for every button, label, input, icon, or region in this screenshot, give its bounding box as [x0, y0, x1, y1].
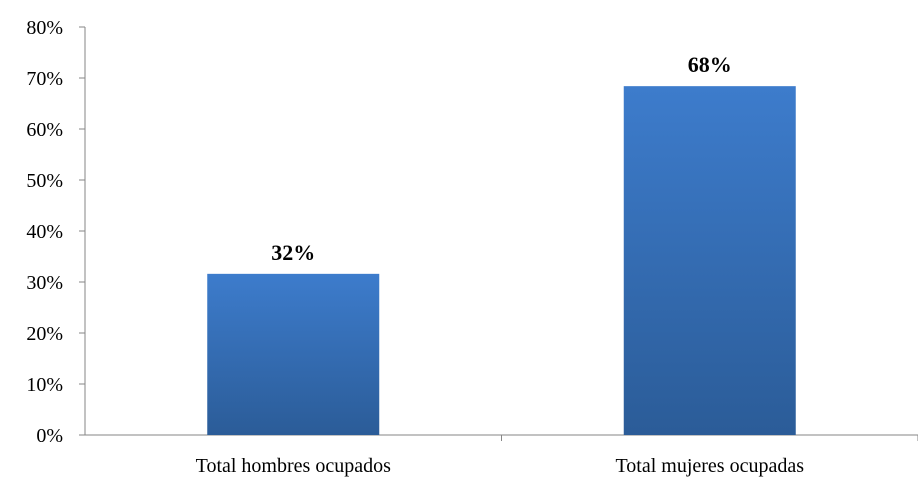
- y-tick-label: 30%: [26, 272, 63, 294]
- y-tick-label: 10%: [26, 374, 63, 396]
- y-tick-label: 50%: [26, 170, 63, 192]
- bar-data-label: 68%: [688, 52, 732, 77]
- bar: [623, 86, 796, 435]
- bars: [207, 86, 796, 435]
- y-tick-label: 0%: [36, 425, 63, 447]
- bar-data-label: 32%: [271, 240, 315, 265]
- y-tick-label: 60%: [26, 119, 63, 141]
- y-tick-label: 40%: [26, 221, 63, 243]
- y-tick-label: 20%: [26, 323, 63, 345]
- x-category-label: Total hombres ocupados: [196, 455, 391, 477]
- x-category-label: Total mujeres ocupadas: [615, 455, 804, 477]
- y-tick-label: 70%: [26, 68, 63, 90]
- y-tick-label: 80%: [26, 17, 63, 39]
- bar: [207, 273, 380, 435]
- labels: 0% 10% 20% 30% 40% 50% 60% 70% 80% 32% Total hombr…: [26, 17, 804, 477]
